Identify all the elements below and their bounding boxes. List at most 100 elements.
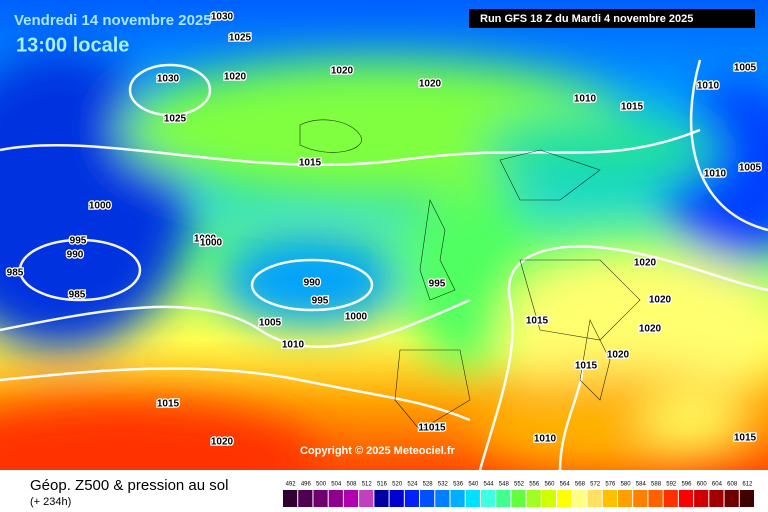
isobar-label: 1020 [649,295,672,306]
local-time: 13:00 locale [16,34,129,56]
isobar-label: 990 [67,250,84,261]
isobar-label: 1020 [211,437,234,448]
legend-label: 492 [286,482,297,488]
legend-swatch [541,490,557,507]
isobar-label: 1025 [229,33,252,44]
legend-label: 604 [712,482,723,488]
legend-swatch [709,490,724,507]
legend-label: 532 [438,482,449,488]
legend-swatch [374,490,389,507]
isobar-label: 1020 [634,258,657,269]
isobar-label: 1015 [157,399,180,410]
legend-swatch [739,490,754,507]
legend-swatch [724,490,739,507]
isobar-label: 1015 [575,361,598,372]
isobar-label: 1015 [299,158,322,169]
isobar-label: 1010 [534,434,557,445]
legend-label: 528 [423,482,434,488]
legend-swatch [313,490,328,507]
legend-swatch [359,490,374,507]
isobar-label: 1010 [697,81,720,92]
legend-label: 596 [681,482,692,488]
run-box [469,9,755,28]
valid-date: Vendredi 14 novembre 2025 [14,12,212,29]
isobar-label: 1010 [574,94,597,105]
isobar-label: 1020 [639,324,662,335]
isobar-label: 1005 [259,318,282,329]
isobar-label: 985 [7,268,24,279]
isobar-label: 985 [69,290,86,301]
legend-label: 572 [590,482,601,488]
legend-swatch [435,490,450,507]
legend-label: 576 [605,482,616,488]
copyright: Copyright © 2025 Meteociel.fr [300,445,456,457]
legend-swatch [343,490,359,507]
legend-swatch [617,490,633,507]
isobar-label: 1000 [345,312,368,323]
legend-swatch [480,490,496,507]
legend-swatch [694,490,709,507]
legend-swatch [572,490,587,507]
isobar-label: 1020 [419,79,442,90]
legend-label: 548 [499,482,510,488]
isobar-label: 1005 [734,63,757,74]
legend-label: 580 [621,482,632,488]
legend-swatch [404,490,420,507]
legend-label: 516 [377,482,388,488]
isobar-label: 1030 [211,12,234,23]
isobar-label: 1010 [282,340,305,351]
legend-label: 612 [742,482,753,488]
isobar-label: 1020 [607,350,630,361]
isobar-label: 1030 [157,74,180,85]
run-info: Run GFS 18 Z du Mardi 4 novembre 2025 [480,13,693,25]
isobar-label: 990 [304,278,321,289]
legend-swatch [465,490,480,507]
legend-swatch [526,490,541,507]
footer-title: Géop. Z500 & pression au sol [30,477,228,494]
isobar-label: 1015 [526,316,549,327]
legend-label: 584 [636,482,647,488]
legend-label: 496 [301,482,312,488]
isobar-label: 1000 [194,234,217,245]
legend-label: 540 [468,482,479,488]
legend-label: 588 [651,482,662,488]
legend-swatch [511,490,526,507]
legend-label: 524 [407,482,418,488]
isobar-label: 995 [429,279,446,290]
legend-label: 520 [392,482,403,488]
legend-swatch [678,490,694,507]
legend-label: 560 [544,482,555,488]
legend-swatch [633,490,648,507]
legend-label: 512 [362,482,373,488]
legend-label: 564 [560,482,571,488]
isobar-label: 1005 [739,163,762,174]
lead-time: (+ 234h) [30,496,71,508]
legend-label: 544 [484,482,495,488]
isobar-label: 1015 [621,102,644,113]
legend-label: 504 [331,482,342,488]
legend-swatch [557,490,572,507]
legend-label: 556 [529,482,540,488]
legend-swatch [587,490,602,507]
isobar-label: 1025 [164,114,187,125]
isobar-label: 1015 [734,433,757,444]
isobar-label: 1020 [224,72,247,83]
legend-swatch [450,490,465,507]
legend-swatch [663,490,678,507]
legend-swatch [283,490,298,507]
legend-label: 536 [453,482,464,488]
legend-swatch [328,490,343,507]
legend-label: 600 [697,482,708,488]
isobar-label: 1000 [200,238,223,249]
isobar-label: 1010 [704,169,727,180]
legend-label: 568 [575,482,586,488]
legend-label: 500 [316,482,327,488]
legend-swatch [420,490,435,507]
legend-swatch [648,490,663,507]
isobar-label: 1000 [89,201,112,212]
legend-swatch [298,490,313,507]
isobar-label: 1020 [331,66,354,77]
isobar-label: 995 [70,236,87,247]
